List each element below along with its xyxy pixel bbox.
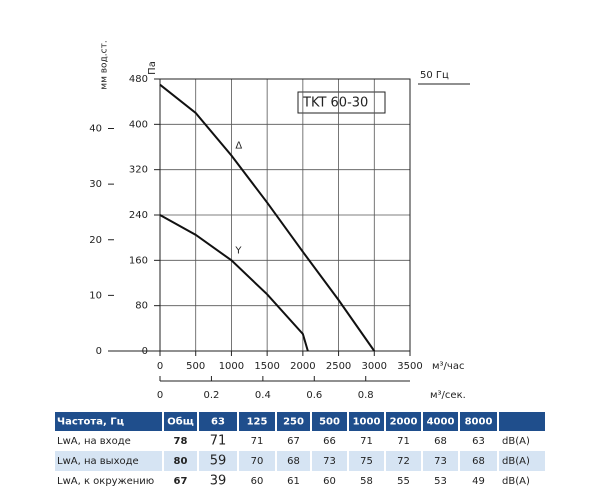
table-cell: 58 — [360, 476, 373, 487]
table-header-cell: 8000 — [465, 417, 493, 428]
table-cell: 60 — [251, 476, 264, 487]
x2-axis-label: м³/сек. — [430, 390, 466, 401]
table-header-cell: 125 — [247, 417, 268, 428]
y-tick-label: 160 — [129, 255, 148, 266]
table-cell: 49 — [472, 476, 485, 487]
curve — [159, 214, 309, 352]
x-tick-label: 2000 — [290, 361, 315, 372]
table-cell: 55 — [397, 476, 410, 487]
table-header-cell: 1000 — [353, 417, 381, 428]
table-cell: 63 — [472, 436, 485, 447]
table-cell: 71 — [397, 436, 410, 447]
table-cell: 68 — [472, 456, 485, 467]
table-cell: 71 — [360, 436, 373, 447]
x-tick-label: 1000 — [219, 361, 244, 372]
y-tick-label: 80 — [135, 301, 148, 312]
x2-tick-label: 0.2 — [203, 390, 219, 401]
table-cell: 67 — [174, 476, 188, 487]
table-cell: LwA, на выходе — [57, 456, 139, 467]
table-header-cell: 63 — [211, 417, 225, 428]
table-cell: 75 — [360, 456, 373, 467]
table-cell: 68 — [434, 436, 447, 447]
table-header-cell: Частота, Гц — [57, 417, 124, 428]
y-axis-label: Па — [147, 61, 158, 75]
table-header-cell: Общ — [167, 416, 194, 428]
table-cell: LwA, на входе — [57, 436, 131, 447]
x2-tick-label: 0.6 — [306, 390, 322, 401]
curve-label: Δ — [235, 141, 242, 152]
y2-tick-label: 20 — [89, 235, 102, 246]
x-tick-label: 3000 — [362, 361, 387, 372]
x2-tick-label: 0.4 — [255, 390, 271, 401]
table-cell: dB(A) — [502, 476, 530, 487]
table-cell: 59 — [210, 454, 227, 469]
table-cell: 71 — [251, 436, 264, 447]
table-cell: 60 — [323, 476, 336, 487]
table-cell: LwA, к окружению — [57, 476, 154, 487]
table-header-cell: 250 — [283, 417, 304, 428]
y-tick-label: 240 — [129, 210, 148, 221]
curve — [159, 83, 376, 352]
model-box — [297, 91, 386, 114]
table-cell: 61 — [287, 476, 300, 487]
table-cell: 67 — [287, 436, 300, 447]
y2-axis-label: мм вод.ст. — [100, 40, 110, 89]
y2-tick-label: 30 — [89, 179, 102, 190]
table-cell: dB(A) — [502, 436, 530, 447]
frequency-label: 50 Гц — [420, 70, 449, 81]
y-tick-label: 400 — [129, 119, 148, 130]
table-cell: dB(A) — [502, 456, 530, 467]
x-tick-label: 2500 — [326, 361, 351, 372]
y2-tick-label: 40 — [89, 124, 102, 135]
x2-tick-label: 0.8 — [358, 390, 374, 401]
x-tick-label: 500 — [186, 361, 205, 372]
table-cell: 73 — [323, 456, 336, 467]
y-tick-label: 480 — [129, 74, 148, 85]
x2-tick-label: 0 — [157, 390, 163, 401]
x-tick-label: 0 — [157, 361, 163, 372]
table-cell: 73 — [434, 456, 447, 467]
table-cell: 53 — [434, 476, 447, 487]
table-header-cell: 2000 — [390, 417, 418, 428]
y2-tick-label: 0 — [96, 346, 102, 357]
table-cell: 70 — [251, 456, 264, 467]
table-cell: 68 — [287, 456, 300, 467]
table-header-cell: 500 — [319, 417, 340, 428]
y2-tick-label: 10 — [89, 290, 102, 301]
table-cell: 39 — [210, 474, 227, 489]
table-header-cell: 4000 — [427, 417, 455, 428]
table-cell: 72 — [397, 456, 410, 467]
table-cell: 80 — [174, 456, 188, 467]
x-tick-label: 1500 — [254, 361, 279, 372]
table-cell: 78 — [174, 436, 188, 447]
table-cell: 66 — [323, 436, 336, 447]
x-axis-label: м³/час — [432, 361, 464, 372]
model-label: TKT 60-30 — [302, 96, 368, 111]
x-tick-label: 3500 — [397, 361, 422, 372]
y-tick-label: 320 — [129, 165, 148, 176]
curve-label: Y — [234, 245, 242, 256]
table-cell: 71 — [210, 434, 227, 449]
